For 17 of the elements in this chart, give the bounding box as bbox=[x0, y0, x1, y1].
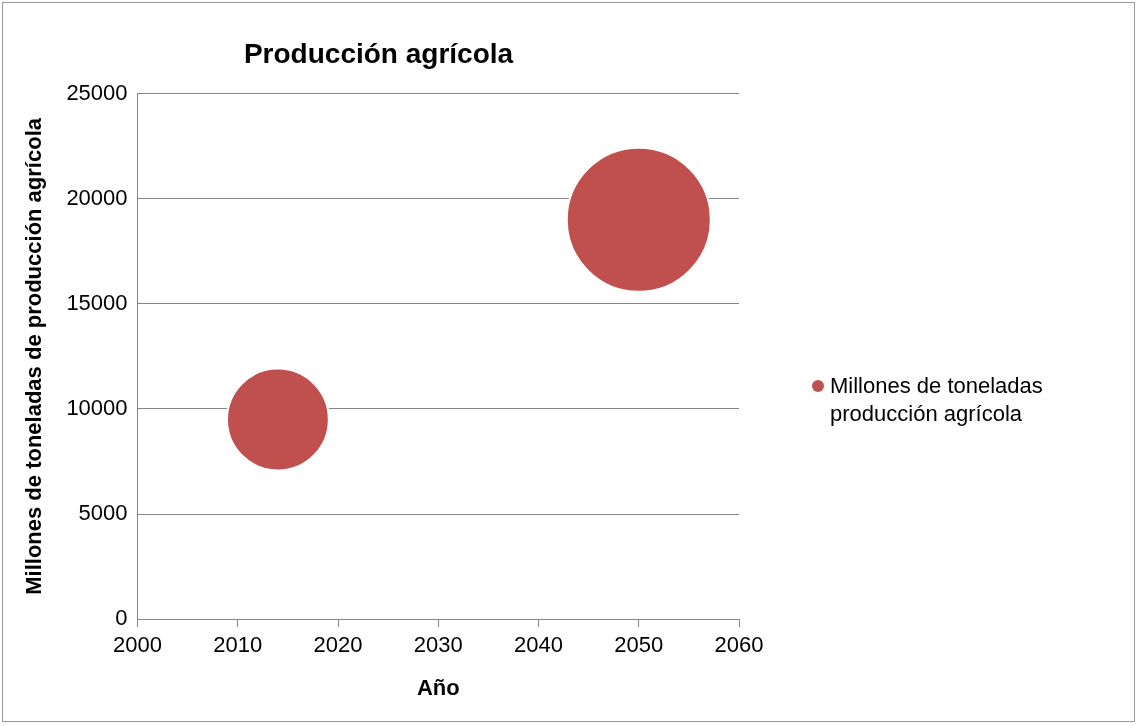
x-tick-label: 2010 bbox=[213, 632, 263, 658]
chart-title: Producción agrícola bbox=[243, 37, 514, 69]
x-tick-label: 2020 bbox=[313, 632, 363, 658]
x-axis-title: Año bbox=[416, 674, 460, 700]
y-axis-title: Millones de toneladas de producción agrícola bbox=[21, 117, 47, 595]
y-tick-label: 20000 bbox=[66, 184, 128, 210]
y-tick-label: 25000 bbox=[66, 79, 128, 105]
y-tick-label: 0 bbox=[115, 605, 128, 631]
x-tick-label: 2060 bbox=[714, 632, 764, 658]
x-tick-label: 2030 bbox=[413, 632, 463, 658]
x-tick-label: 2040 bbox=[514, 632, 563, 658]
y-tick-label: 5000 bbox=[78, 500, 128, 526]
legend-label: Millones de toneladas producción agrícola bbox=[830, 372, 1044, 428]
x-tick-label: 2050 bbox=[614, 632, 664, 658]
y-tick-label: 10000 bbox=[66, 395, 128, 421]
x-tick-label: 2000 bbox=[113, 632, 163, 658]
y-tick-label: 15000 bbox=[66, 289, 128, 315]
